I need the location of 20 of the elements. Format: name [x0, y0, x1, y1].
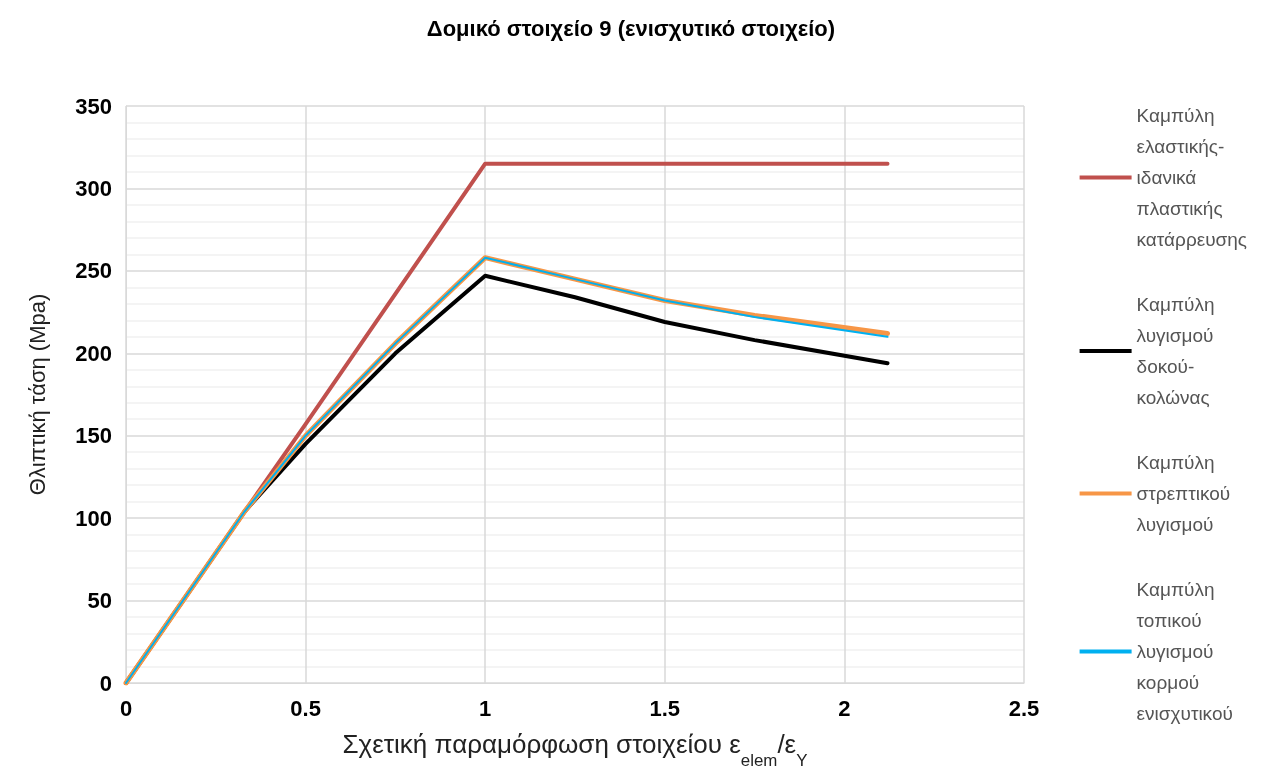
legend-label: Καμπύλη ελαστικής-ιδανικά πλαστικής κατάρρευσης — [1136, 105, 1248, 250]
y-tick-label: 250 — [75, 258, 112, 284]
y-axis-title: Θλιπτική τάση (Mpa) — [24, 293, 50, 496]
x-tick-label: 1.5 — [649, 695, 681, 721]
x-tick-label: 2.5 — [1008, 695, 1040, 721]
y-tick-label: 100 — [75, 505, 112, 531]
x-tick-label: 2 — [838, 695, 851, 721]
y-tick-label: 300 — [75, 175, 112, 201]
legend-label: Καμπύλη στρεπτικού λυγισμού — [1136, 452, 1231, 535]
y-tick-label: 350 — [75, 93, 112, 119]
y-tick-label: 0 — [99, 670, 112, 696]
y-tick-label: 200 — [75, 340, 112, 366]
legend-label: Καμπύλη τοπικού λυγισμού κορμού ενισχυτικού — [1136, 579, 1233, 724]
legend-label: Καμπύλη λυγισμού δοκού-κολώνας — [1136, 294, 1215, 408]
x-tick-label: 0.5 — [290, 695, 321, 721]
y-tick-label: 50 — [87, 588, 112, 614]
x-tick-label: 0 — [119, 695, 133, 721]
x-tick-label: 1 — [479, 695, 492, 721]
chart-title: Δομικό στοιχείο 9 (ενισχυτικό στοιχείο) — [426, 15, 836, 41]
y-tick-label: 150 — [75, 423, 112, 449]
